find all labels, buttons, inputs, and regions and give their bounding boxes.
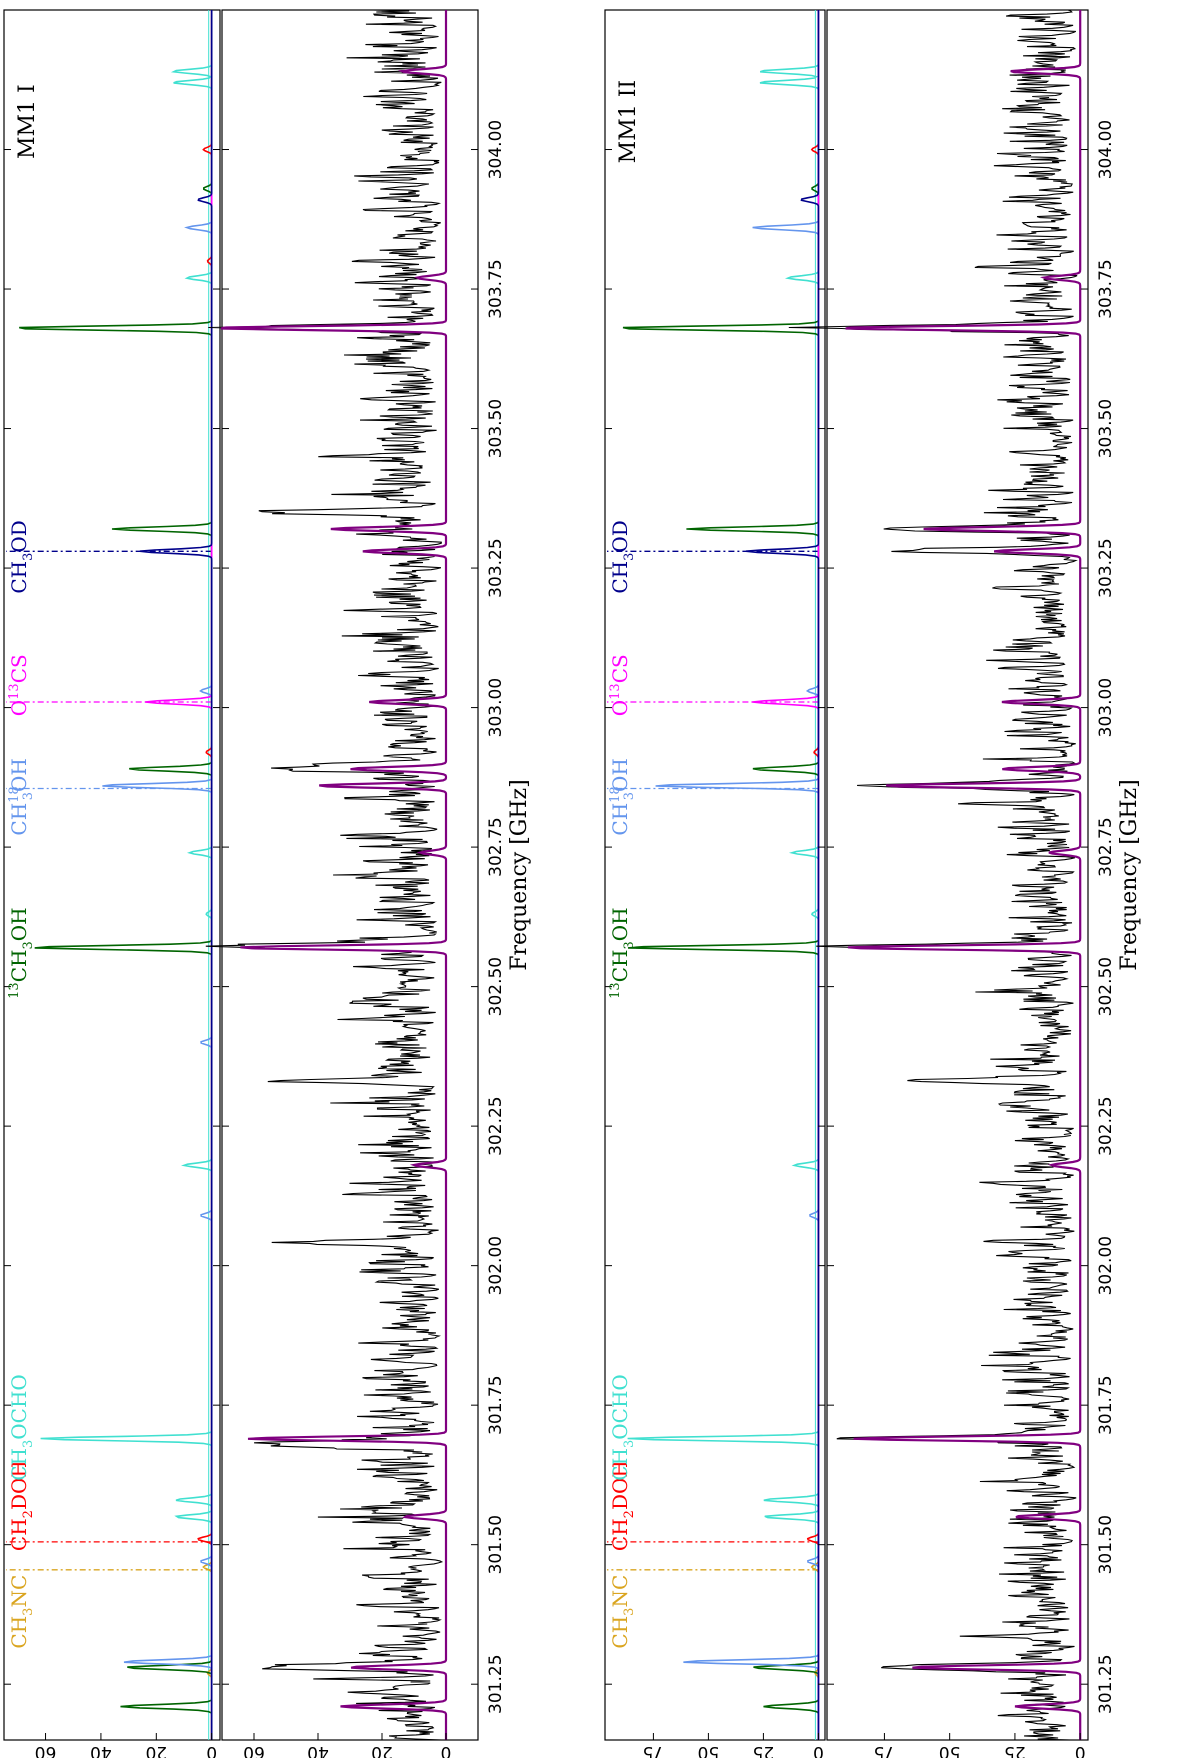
x-axis-label: Frequency [GHz]	[507, 779, 532, 971]
xtick-label: 302.25	[486, 1096, 506, 1155]
model-CH2DOH	[806, 10, 820, 1740]
model-CH3OCHO	[627, 10, 820, 1740]
model-CH3NC	[202, 10, 213, 1740]
xtick-label: 303.75	[1096, 259, 1116, 318]
xtick-label: 304.00	[486, 120, 506, 179]
model-13CH3OH	[19, 10, 213, 1740]
xtick-label: 302.00	[486, 1236, 506, 1295]
label-13CH3OH: 13CH3OH	[7, 907, 36, 998]
panel-label: MM1 I	[15, 84, 40, 159]
xtick-label: 302.50	[486, 957, 506, 1016]
bottom-ytick-label: 40	[307, 1742, 329, 1758]
bottom-ytick-label: 25	[1004, 1742, 1026, 1758]
xtick-label: 302.50	[1096, 957, 1116, 1016]
bottom-ytick-label: 60	[243, 1742, 265, 1758]
panel-label: MM1 II	[616, 80, 641, 163]
bottom-ytick-label: 50	[939, 1742, 961, 1758]
label-CH3NC: CH3NC	[7, 1575, 36, 1649]
xtick-label: 303.75	[486, 259, 506, 318]
xtick-label: 301.75	[486, 1375, 506, 1434]
model-CH3OD	[139, 10, 213, 1740]
top-ytick-label: 20	[145, 1742, 167, 1758]
model-CH3OCHO	[40, 10, 213, 1740]
model-CH2DOH	[197, 10, 213, 1740]
bottom-ytick-label: 75	[874, 1742, 896, 1758]
top-ytick-label: 75	[643, 1742, 665, 1758]
top-ytick-label: 25	[753, 1742, 775, 1758]
xtick-label: 301.50	[1096, 1515, 1116, 1574]
bottom-ytick-label: 20	[371, 1742, 393, 1758]
xtick-label: 303.25	[1096, 538, 1116, 597]
top-axes-frame	[604, 9, 826, 1741]
label-CH3OCHO: CH3OCHO	[608, 1374, 637, 1481]
bottom-axes-frame	[826, 9, 1089, 1741]
xtick-label: 302.75	[486, 817, 506, 876]
label-CH3OD: CH3OD	[7, 520, 36, 593]
xtick-label: 302.75	[1096, 817, 1116, 876]
xtick-label: 301.25	[1096, 1654, 1116, 1713]
model-O13CS	[145, 10, 213, 1740]
model-CH318OH	[102, 10, 213, 1740]
xtick-label: 303.25	[486, 538, 506, 597]
xtick-label: 301.25	[486, 1654, 506, 1713]
top-ytick-label: 40	[90, 1742, 112, 1758]
xtick-label: 301.75	[1096, 1375, 1116, 1434]
model-CH318OH	[655, 10, 820, 1740]
bottom-ytick-label: 0	[1075, 1742, 1086, 1758]
xtick-label: 301.50	[486, 1515, 506, 1574]
label-O13CS: O13CS	[608, 654, 632, 716]
label-CH3OD: CH3OD	[608, 520, 637, 593]
model-O13CS	[752, 10, 820, 1740]
model-fit-spectrum	[845, 10, 1082, 1740]
label-CH318OH: CH183OH	[7, 758, 36, 835]
top-ytick-label: 0	[206, 1742, 217, 1758]
x-axis-label: Frequency [GHz]	[1117, 779, 1142, 971]
label-CH2DOH: CH2DOH	[7, 1460, 36, 1551]
label-CH2DOH: CH2DOH	[608, 1460, 637, 1551]
xtick-label: 303.50	[486, 399, 506, 458]
xtick-label: 302.25	[1096, 1096, 1116, 1155]
bottom-ytick-label: 0	[441, 1742, 452, 1758]
xtick-label: 304.00	[1096, 120, 1116, 179]
model-13CH3OH	[622, 10, 820, 1740]
top-ytick-label: 50	[698, 1742, 720, 1758]
observed-spectrum	[788, 9, 1078, 1741]
label-CH3NC: CH3NC	[608, 1575, 637, 1649]
label-CH3OCHO: CH3OCHO	[7, 1374, 36, 1481]
xtick-label: 303.00	[486, 678, 506, 737]
model-CH3OD	[745, 10, 820, 1740]
label-O13CS: O13CS	[7, 654, 31, 716]
observed-spectrum	[205, 9, 444, 1741]
label-13CH3OH: 13CH3OH	[608, 907, 637, 998]
top-ytick-label: 60	[35, 1742, 57, 1758]
top-axes-frame	[3, 9, 221, 1741]
bottom-axes-frame	[221, 9, 479, 1741]
label-CH318OH: CH183OH	[608, 758, 637, 835]
xtick-label: 303.50	[1096, 399, 1116, 458]
xtick-label: 303.00	[1096, 678, 1116, 737]
xtick-label: 302.00	[1096, 1236, 1116, 1295]
top-ytick-label: 0	[813, 1742, 824, 1758]
model-fit-spectrum	[220, 10, 448, 1740]
